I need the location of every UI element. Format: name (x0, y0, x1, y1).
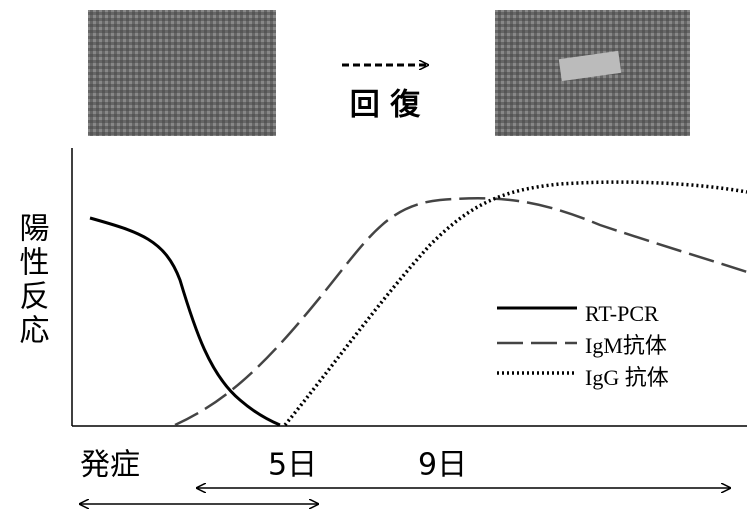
legend-label: IgG 抗体 (585, 365, 669, 390)
igm-curve (175, 198, 747, 425)
page: 回 復 陽性反応 RT-PCR IgM抗体 IgG 抗体 発症 5日 9日 ((… (0, 0, 747, 512)
recovery-label: 回 復 (350, 88, 421, 123)
day5-label: 5日 (268, 448, 317, 483)
igg-curve (285, 182, 747, 425)
legend-label: RT-PCR (585, 301, 659, 326)
rt-pcr-curve (90, 218, 280, 425)
legend-label: IgM抗体 (585, 333, 667, 358)
patient-photo-onset (88, 10, 276, 136)
diagram: 回 復 陽性反応 RT-PCR IgM抗体 IgG 抗体 発症 5日 9日 (0, 0, 747, 512)
onset-label: 発症 (80, 448, 140, 483)
y-axis-label: 陽性反応 (14, 212, 50, 348)
day9-label: 9日 (418, 448, 467, 483)
